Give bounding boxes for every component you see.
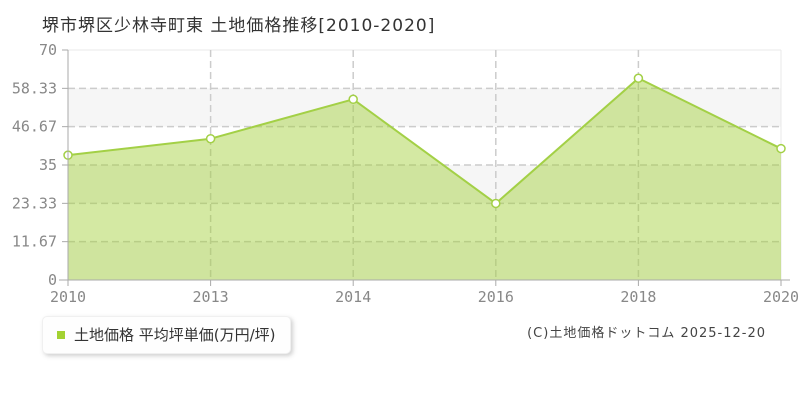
x-tick-label: 2014 (335, 288, 371, 306)
data-point-2014[interactable] (348, 94, 358, 105)
y-tick-label: 70 (39, 41, 57, 59)
y-tick-label: 11.67 (12, 233, 57, 251)
y-tick-label: 58.33 (12, 79, 57, 97)
y-tick-label: 23.33 (12, 194, 57, 212)
plot-band (68, 241, 781, 280)
y-tick-label: 35 (39, 156, 57, 174)
plot-band (68, 165, 781, 204)
data-point-2018[interactable] (633, 73, 644, 84)
x-tick-label: 2013 (193, 288, 229, 306)
legend-series-label: 土地価格 平均坪単価(万円/坪) (74, 326, 276, 344)
series-area-fill (68, 78, 781, 280)
series-line (67, 77, 782, 205)
copyright-text: (C)土地価格ドットコム 2025-12-20 (527, 326, 766, 341)
data-point-2013[interactable] (205, 133, 216, 144)
x-tick-label: 2020 (763, 288, 799, 306)
legend-series-swatch-icon (57, 330, 65, 339)
data-point-2020[interactable] (776, 143, 786, 154)
data-point-2016[interactable] (491, 198, 501, 209)
x-tick-label: 2018 (620, 288, 656, 306)
legend[interactable]: 土地価格 平均坪単価(万円/坪) (42, 316, 291, 354)
y-tick-label: 0 (48, 271, 57, 289)
plot-band (68, 88, 781, 127)
x-tick-label: 2016 (478, 288, 514, 306)
y-tick-label: 46.67 (12, 118, 57, 136)
x-tick-label: 2010 (50, 288, 86, 306)
chart-title: 堺市堺区少林寺町東 土地価格推移[2010-2020] (42, 16, 436, 36)
